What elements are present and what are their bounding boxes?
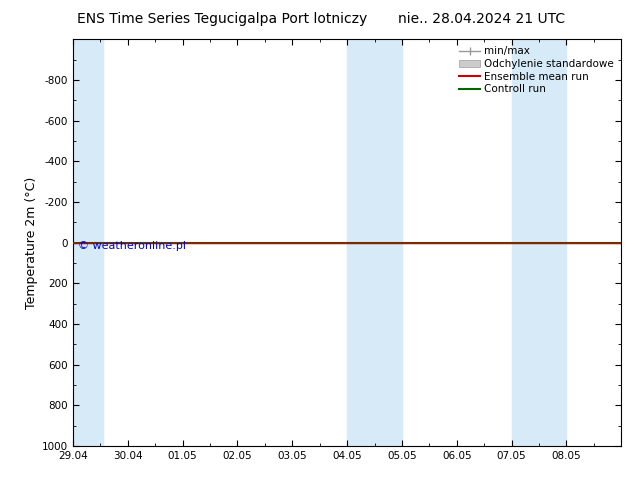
Legend: min/max, Odchylenie standardowe, Ensemble mean run, Controll run: min/max, Odchylenie standardowe, Ensembl… [457,45,616,97]
Y-axis label: Temperature 2m (°C): Temperature 2m (°C) [25,176,38,309]
Text: nie.. 28.04.2024 21 UTC: nie.. 28.04.2024 21 UTC [398,12,566,26]
Bar [512,39,567,446]
Bar [73,39,103,446]
Text: © weatheronline.pl: © weatheronline.pl [79,241,186,250]
Bar [347,39,402,446]
Text: ENS Time Series Tegucigalpa Port lotniczy: ENS Time Series Tegucigalpa Port lotnicz… [77,12,367,26]
